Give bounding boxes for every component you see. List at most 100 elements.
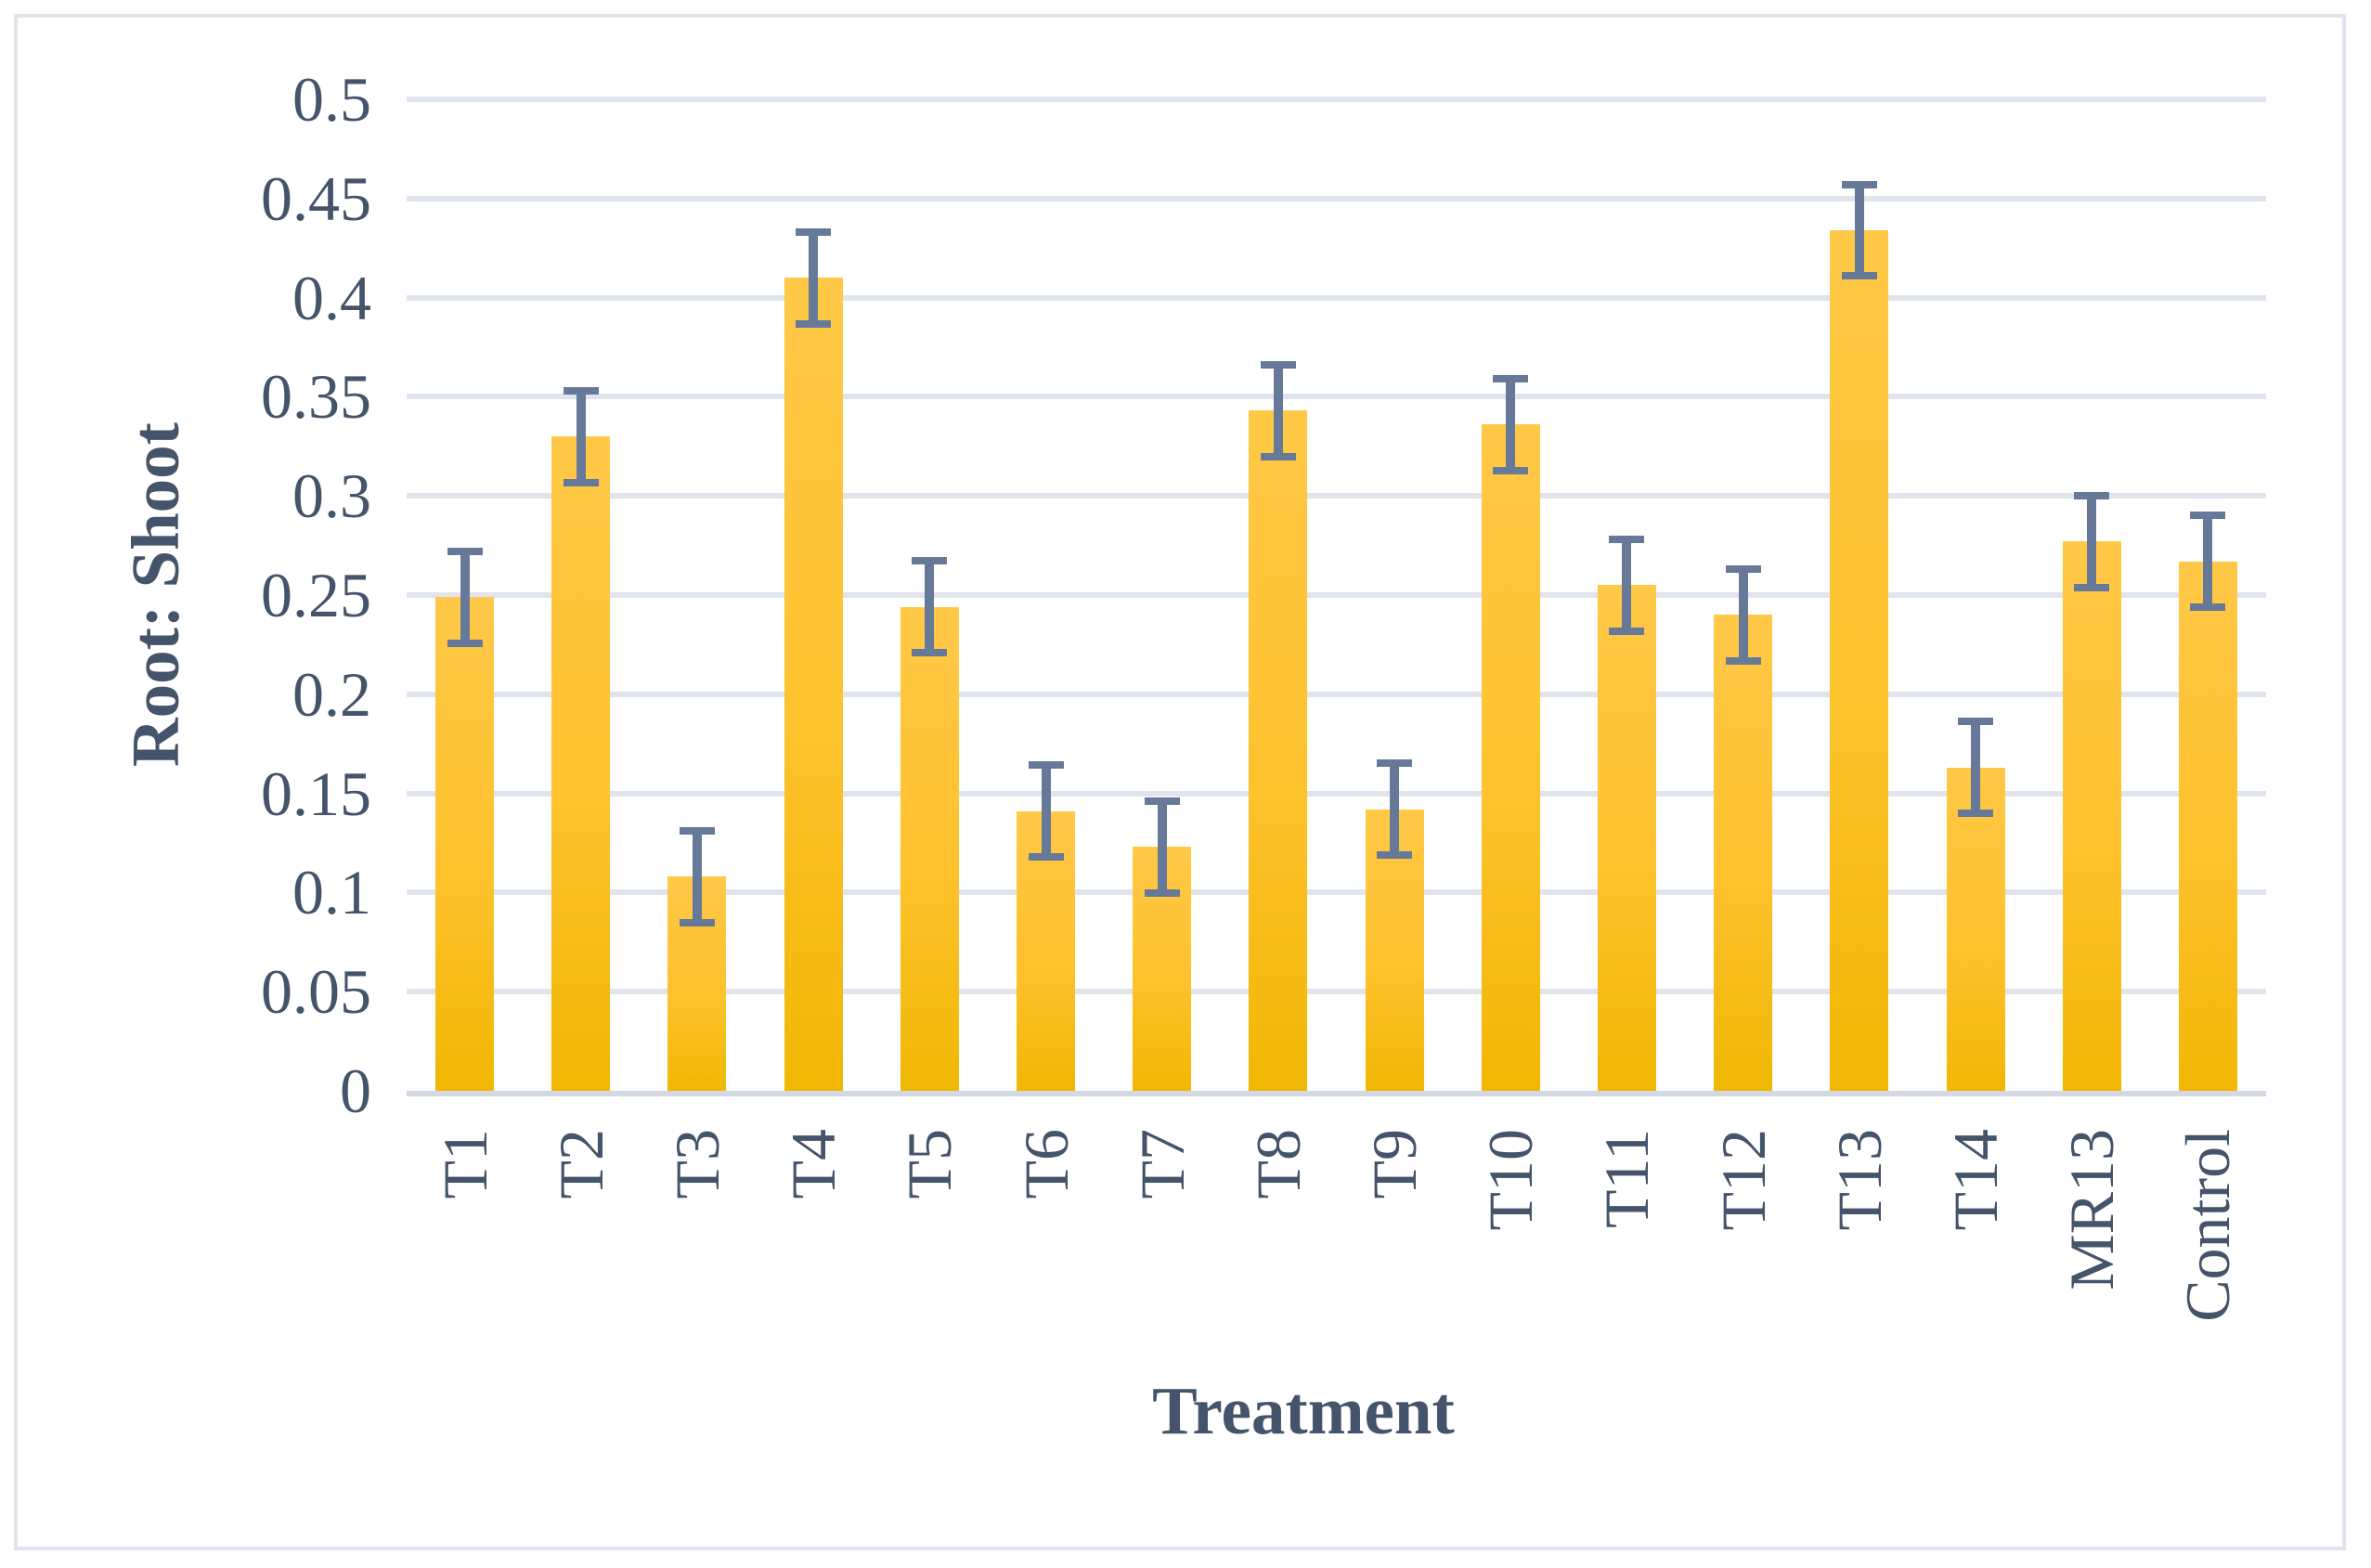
bar [1481, 424, 1540, 1091]
error-bar-stem [2087, 491, 2097, 591]
y-tick-label: 0.05 [261, 956, 371, 1028]
error-bar-cap-top [1377, 759, 1413, 768]
error-bar-cap-top [1725, 564, 1761, 573]
x-axis-baseline [407, 1091, 2266, 1096]
x-category-label: T6 [1010, 1129, 1082, 1199]
error-bar-cap-bottom [1377, 851, 1413, 860]
error-bar-stem [1041, 761, 1051, 862]
error-bar-cap-top [1028, 761, 1064, 770]
error-bar-cap-top [2074, 491, 2110, 499]
error-bar-cap-top [1609, 535, 1645, 543]
gridline [407, 691, 2266, 697]
error-bar-stem [1622, 535, 1632, 635]
error-bar-cap-bottom [1958, 810, 1994, 818]
error-bar-cap-top [679, 826, 715, 835]
y-tick-label: 0.15 [261, 758, 371, 829]
x-category-label: T7 [1126, 1129, 1198, 1199]
error-bar-cap-bottom [2190, 603, 2226, 612]
gridline [407, 394, 2266, 400]
y-tick-label: 0 [340, 1056, 371, 1126]
bar [435, 597, 495, 1091]
gridline [407, 195, 2266, 201]
x-category-label: T10 [1475, 1129, 1547, 1231]
error-bar-cap-bottom [1493, 466, 1529, 474]
error-bar-cap-bottom [2074, 583, 2110, 591]
plot-area [407, 97, 2266, 1096]
x-category-label: Control [2172, 1129, 2244, 1322]
error-bar-stem [1738, 564, 1748, 665]
error-bar-cap-bottom [912, 649, 948, 657]
gridline [407, 493, 2266, 499]
error-bar-stem [925, 557, 935, 657]
error-bar-cap-bottom [1609, 627, 1645, 635]
y-tick-label: 0.3 [292, 460, 371, 532]
error-bar-stem [809, 227, 819, 328]
y-tick-label: 0.25 [261, 560, 371, 630]
x-category-label: T11 [1591, 1129, 1663, 1229]
x-category-label: T14 [1940, 1129, 2012, 1231]
bar [900, 606, 959, 1091]
bar [551, 436, 611, 1091]
error-bar-stem [1390, 759, 1400, 860]
x-category-label: T1 [429, 1129, 500, 1199]
bar [1946, 767, 2005, 1091]
bar [1597, 585, 1656, 1091]
figure-border [14, 14, 2346, 1550]
y-tick-label: 0.4 [292, 262, 371, 333]
error-bar-cap-top [912, 557, 948, 565]
y-tick-label: 0.1 [292, 857, 371, 928]
error-bar-cap-top [2190, 512, 2226, 520]
error-bar-cap-top [1958, 718, 1994, 726]
error-bar-cap-top [1260, 360, 1296, 369]
x-category-label: T9 [1359, 1129, 1431, 1199]
error-bar-stem [460, 547, 470, 647]
error-bar-cap-bottom [1841, 272, 1877, 280]
error-bar-stem [692, 826, 702, 927]
x-category-label: MR13 [2056, 1129, 2128, 1290]
x-category-label: T8 [1242, 1129, 1314, 1199]
gridline [407, 294, 2266, 301]
bar [2178, 561, 2237, 1091]
x-category-label: T2 [545, 1129, 616, 1199]
error-bar-stem [1971, 718, 1981, 818]
x-category-label: T13 [1823, 1129, 1895, 1231]
error-bar-cap-top [796, 227, 832, 236]
bar [1714, 615, 1773, 1091]
error-bar-stem [1854, 180, 1864, 280]
error-bar-cap-bottom [796, 319, 832, 328]
error-bar-cap-bottom [1028, 853, 1064, 862]
error-bar-cap-bottom [1144, 888, 1180, 897]
error-bar-cap-bottom [1260, 452, 1296, 460]
gridline [407, 592, 2266, 598]
y-tick-label: 0.35 [261, 361, 371, 433]
error-bar-cap-top [1144, 797, 1180, 805]
error-bar-cap-bottom [447, 639, 483, 647]
bar [1249, 410, 1308, 1091]
y-tick-label: 0.5 [292, 64, 371, 135]
x-category-label: T5 [894, 1129, 965, 1199]
error-bar-stem [2203, 512, 2213, 612]
error-bar-stem [1506, 374, 1516, 474]
gridline [407, 889, 2266, 896]
error-bar-stem [1273, 360, 1283, 460]
error-bar-cap-top [447, 547, 483, 555]
x-axis-title: Treatment [1152, 1373, 1455, 1448]
bar [1830, 229, 1889, 1091]
error-bar-cap-top [1841, 180, 1877, 188]
x-category-label: T3 [661, 1129, 732, 1199]
error-bar-cap-top [1493, 374, 1529, 382]
gridline [407, 989, 2266, 995]
error-bar-cap-bottom [679, 918, 715, 927]
y-tick-label: 0.2 [292, 658, 371, 730]
y-tick-label: 0.45 [261, 162, 371, 234]
error-bar-cap-bottom [1725, 656, 1761, 665]
x-category-label: T4 [778, 1129, 849, 1199]
gridline [407, 97, 2266, 102]
bar [2062, 541, 2121, 1091]
error-bar-cap-bottom [563, 478, 599, 486]
error-bar-stem [1157, 797, 1167, 897]
x-category-label: T12 [1707, 1129, 1779, 1231]
error-bar-cap-top [563, 386, 599, 395]
gridline [407, 790, 2266, 797]
